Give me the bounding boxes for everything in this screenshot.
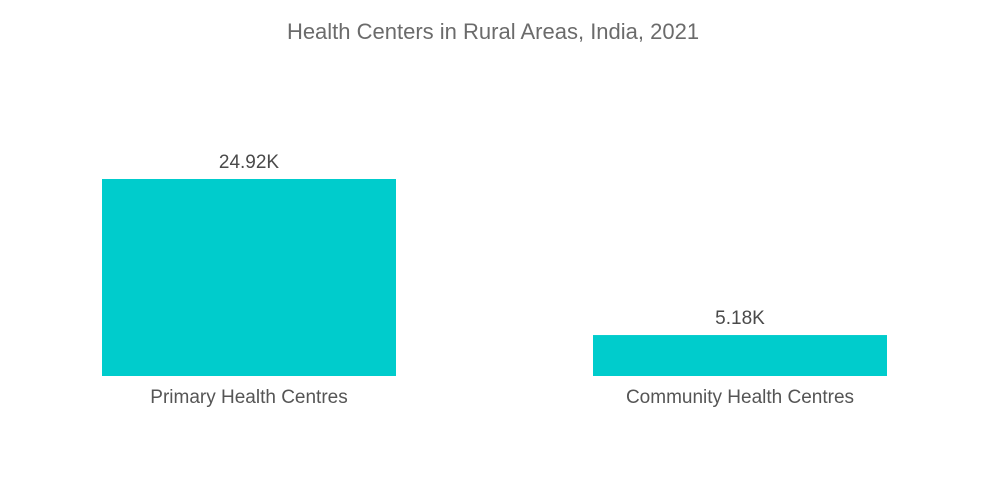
category-label-primary-health-centres: Primary Health Centres: [150, 387, 347, 408]
chart-title: Health Centers in Rural Areas, India, 20…: [287, 19, 699, 44]
bar-primary-health-centres: [102, 179, 396, 376]
category-label-community-health-centres: Community Health Centres: [626, 387, 854, 408]
data-label-community-health-centres: 5.18K: [715, 308, 765, 329]
data-label-primary-health-centres: 24.92K: [219, 152, 280, 173]
bars-group: 24.92K Primary Health Centres 5.18K Communi…: [102, 152, 887, 408]
bar-community-health-centres: [593, 335, 887, 376]
